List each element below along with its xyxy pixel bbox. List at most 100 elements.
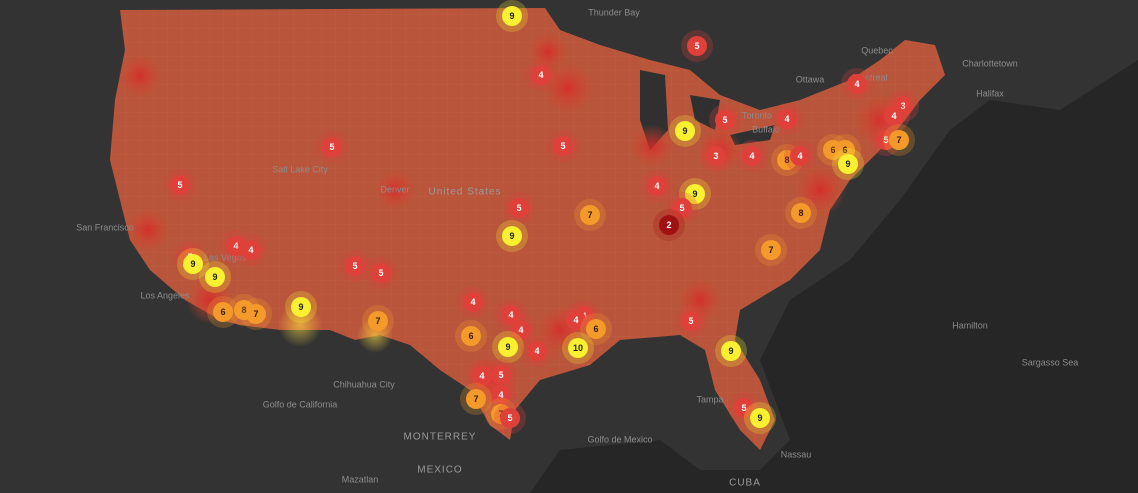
cluster-marker[interactable]: 4 [525, 59, 557, 91]
cluster-circle[interactable] [566, 310, 586, 330]
cluster-marker[interactable]: 4 [457, 286, 489, 318]
cluster-marker[interactable]: 7 [755, 234, 787, 266]
cluster-marker[interactable]: 9 [285, 291, 317, 323]
cluster-circle[interactable] [734, 398, 754, 418]
cluster-circle[interactable] [511, 320, 531, 340]
cluster-circle[interactable] [502, 226, 522, 246]
cluster-circle[interactable] [498, 337, 518, 357]
cluster-circle[interactable] [213, 302, 233, 322]
cluster-circle[interactable] [463, 292, 483, 312]
cluster-circle[interactable] [170, 175, 190, 195]
cluster-marker[interactable]: 7 [240, 298, 272, 330]
cluster-circle[interactable] [568, 338, 588, 358]
cluster-marker[interactable]: 4 [505, 314, 537, 346]
cluster-circle[interactable] [183, 254, 203, 274]
heat-spot [375, 170, 415, 210]
cluster-marker[interactable]: 2 [653, 209, 685, 241]
cluster-circle[interactable] [371, 263, 391, 283]
cluster-marker[interactable]: 9 [496, 0, 528, 32]
place-label: Toronto [742, 110, 772, 120]
cluster-circle[interactable] [491, 385, 511, 405]
cluster-marker[interactable]: 7 [460, 383, 492, 415]
cluster-circle[interactable] [685, 184, 705, 204]
cluster-circle[interactable] [672, 198, 692, 218]
cluster-marker[interactable]: 4 [641, 170, 673, 202]
cluster-circle[interactable] [246, 304, 266, 324]
cluster-marker[interactable]: 4 [485, 379, 517, 411]
cluster-marker[interactable]: 7 [362, 305, 394, 337]
cluster-circle[interactable] [472, 366, 492, 386]
cluster-marker[interactable]: 5 [494, 402, 526, 434]
cluster-circle[interactable] [501, 305, 521, 325]
cluster-circle[interactable] [500, 408, 520, 428]
cluster-circle[interactable] [889, 130, 909, 150]
cluster-circle[interactable] [791, 203, 811, 223]
cluster-marker[interactable]: 5 [709, 104, 741, 136]
cluster-marker[interactable]: 4 [784, 140, 816, 172]
cluster-marker[interactable]: 5 [675, 305, 707, 337]
cluster-marker[interactable]: 4 [771, 103, 803, 135]
cluster-marker[interactable]: 5 [365, 257, 397, 289]
cluster-circle[interactable] [322, 137, 342, 157]
cluster-marker[interactable]: 9 [496, 220, 528, 252]
cluster-circle[interactable] [715, 110, 735, 130]
cluster-circle[interactable] [291, 297, 311, 317]
cluster-circle[interactable] [687, 36, 707, 56]
cluster-circle[interactable] [761, 240, 781, 260]
cluster-marker[interactable]: 4 [521, 335, 553, 367]
cluster-circle[interactable] [205, 267, 225, 287]
cluster-circle[interactable] [721, 341, 741, 361]
cluster-marker[interactable]: 5 [681, 30, 713, 62]
cluster-marker[interactable]: 7 [883, 124, 915, 156]
cluster-marker[interactable]: 9 [669, 115, 701, 147]
cluster-circle[interactable] [675, 121, 695, 141]
cluster-marker[interactable]: 9 [832, 148, 864, 180]
cluster-marker[interactable]: 8 [785, 197, 817, 229]
cluster-circle[interactable] [226, 236, 246, 256]
cluster-marker[interactable]: 4 [736, 140, 768, 172]
cluster-circle[interactable] [509, 198, 529, 218]
cluster-marker[interactable]: 3 [700, 140, 732, 172]
cluster-circle[interactable] [466, 389, 486, 409]
cluster-circle[interactable] [884, 106, 904, 126]
cluster-marker[interactable]: 5 [503, 192, 535, 224]
cluster-marker[interactable]: 5 [339, 250, 371, 282]
cluster-circle[interactable] [531, 65, 551, 85]
cluster-circle[interactable] [241, 240, 261, 260]
cluster-marker[interactable]: 4 [235, 234, 267, 266]
cluster-marker[interactable]: 5 [164, 169, 196, 201]
cluster-circle[interactable] [461, 326, 481, 346]
cluster-marker[interactable]: 9 [715, 335, 747, 367]
cluster-circle[interactable] [502, 6, 522, 26]
cluster-circle[interactable] [838, 154, 858, 174]
cluster-circle[interactable] [586, 319, 606, 339]
cluster-marker[interactable]: 9 [492, 331, 524, 363]
cluster-circle[interactable] [750, 408, 770, 428]
cluster-circle[interactable] [847, 74, 867, 94]
cluster-marker[interactable]: 7 [574, 199, 606, 231]
cluster-circle[interactable] [706, 146, 726, 166]
cluster-circle[interactable] [580, 205, 600, 225]
cluster-marker[interactable]: 10 [562, 332, 594, 364]
cluster-circle[interactable] [345, 256, 365, 276]
cluster-marker[interactable]: 5 [316, 131, 348, 163]
cluster-circle[interactable] [491, 365, 511, 385]
cluster-marker[interactable]: 6 [455, 320, 487, 352]
cluster-circle[interactable] [777, 109, 797, 129]
cluster-circle[interactable] [647, 176, 667, 196]
cluster-circle[interactable] [368, 311, 388, 331]
cluster-circle[interactable] [790, 146, 810, 166]
cluster-marker[interactable]: 4 [841, 68, 873, 100]
cluster-circle[interactable] [527, 341, 547, 361]
cluster-circle[interactable] [659, 215, 679, 235]
cluster-marker[interactable]: 9 [744, 402, 776, 434]
cluster-marker[interactable]: 9 [199, 261, 231, 293]
cluster-marker[interactable]: 5 [547, 130, 579, 162]
place-label: Halifax [976, 88, 1004, 98]
cluster-marker[interactable]: 5 [485, 359, 517, 391]
cluster-marker[interactable]: 4 [466, 360, 498, 392]
cluster-circle[interactable] [742, 146, 762, 166]
cluster-circle[interactable] [681, 311, 701, 331]
cluster-circle[interactable] [553, 136, 573, 156]
